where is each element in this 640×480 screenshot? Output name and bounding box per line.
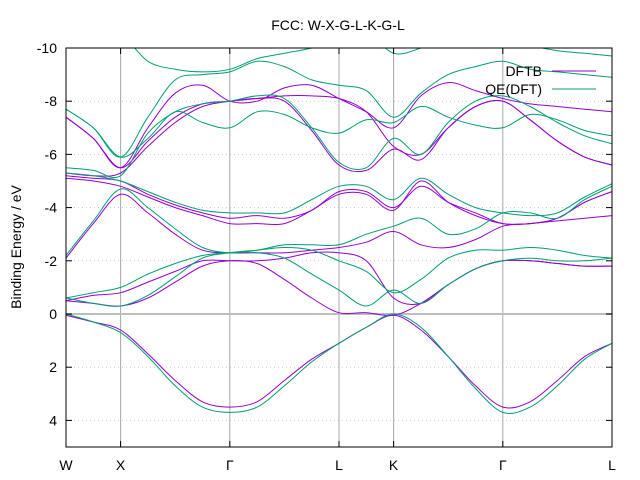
y-tick-label: 4 — [49, 412, 57, 428]
x-tick-label: L — [608, 457, 616, 473]
y-tick-label: 2 — [49, 359, 57, 375]
band-line-1-6 — [66, 175, 612, 226]
band-line-1-3 — [66, 251, 612, 306]
band-line-2-8 — [66, 60, 612, 158]
y-tick-label: -8 — [45, 93, 58, 109]
x-tick-label: K — [389, 457, 399, 473]
band-line-2-2 — [66, 251, 612, 307]
x-tick-label: W — [59, 457, 73, 473]
y-tick-label: -10 — [37, 40, 57, 56]
legend-label: QE(DFT) — [485, 81, 542, 97]
band-line-2-4 — [66, 185, 612, 256]
y-tick-label: -6 — [45, 146, 58, 162]
band-line-2-6 — [66, 94, 612, 179]
series-qe-dft- — [66, 48, 612, 414]
legend-label: DFTB — [505, 63, 542, 79]
chart-title: FCC: W-X-G-L-K-G-L — [271, 17, 405, 33]
x-tick-label: Γ — [499, 457, 507, 473]
y-ticks: -10 -8 -6 -4 -2 0 2 4 — [37, 40, 612, 428]
y-tick-label: -2 — [45, 253, 58, 269]
band-line-2-5 — [66, 172, 612, 217]
y-tick-label: 0 — [49, 306, 57, 322]
y-tick-label: -4 — [45, 200, 58, 216]
series-group — [66, 48, 612, 414]
band-line-2-3 — [66, 246, 612, 307]
x-tick-label: Γ — [226, 457, 234, 473]
x-tick-label: X — [116, 457, 126, 473]
legend: DFTB QE(DFT) — [485, 63, 596, 97]
band-line-2-9 — [134, 48, 612, 73]
x-tick-label: L — [335, 457, 343, 473]
y-axis-label: Binding Energy / eV — [8, 184, 24, 308]
band-line-2-7 — [66, 105, 612, 158]
band-line-2-1 — [66, 313, 612, 414]
